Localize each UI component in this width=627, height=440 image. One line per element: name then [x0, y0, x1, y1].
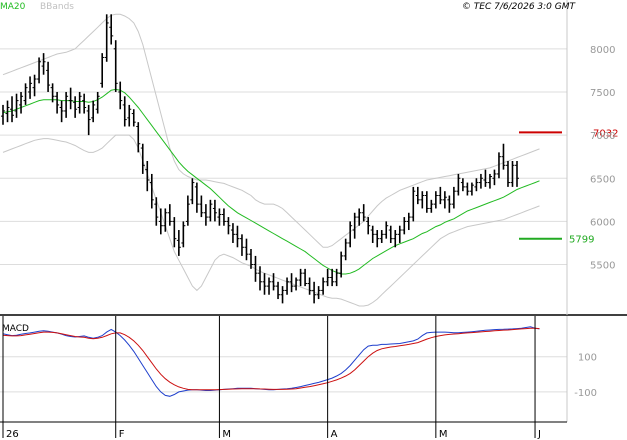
price-tick-label: 7000 [590, 131, 615, 142]
price-tick-label: 6000 [590, 217, 615, 228]
month-label: 26 [6, 429, 19, 440]
resistance-label: 7032 [593, 128, 618, 139]
macd-tick-label: 100 [578, 353, 597, 364]
price-tick-label: 5500 [590, 261, 615, 272]
price-tick-label: 8000 [590, 45, 615, 56]
price-grid [0, 48, 567, 266]
price-bars [1, 14, 519, 304]
month-label: M [222, 429, 231, 440]
macd-axis-labels: 100 -100 [574, 353, 597, 399]
support-label: 5799 [569, 235, 594, 246]
macd-tick-label: -100 [574, 388, 597, 399]
signal-line [2, 327, 540, 391]
month-label: M [439, 429, 448, 440]
macd-panel-title: MACD [2, 324, 29, 334]
copyright-timestamp: © TEC 7/6/2026 3:0 GMT [462, 2, 577, 12]
price-tick-label: 6500 [590, 174, 615, 185]
month-label: A [331, 429, 338, 440]
month-label: F [119, 429, 125, 440]
month-label: J [537, 429, 541, 440]
price-tick-label: 7500 [590, 88, 615, 99]
price-axis-labels: 5500 6000 6500 7000 7500 8000 [590, 45, 615, 272]
bb-lower-line [2, 134, 540, 307]
bollinger-bands [2, 13, 540, 307]
month-axis-labels: 26 F M A M J [2, 316, 541, 440]
legend-bbands: BBands [40, 2, 74, 12]
bb-upper-line [2, 13, 540, 248]
support-resistance: 7032 5799 [519, 128, 618, 246]
macd-lines [2, 326, 540, 397]
macd-grid [0, 356, 567, 393]
legend-ma20: MA20 [0, 2, 26, 12]
